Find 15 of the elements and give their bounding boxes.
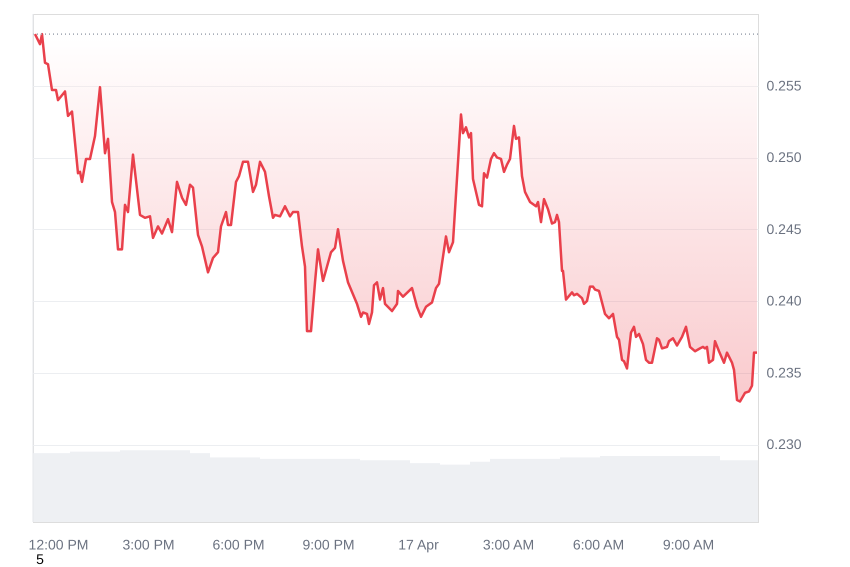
y-tick-label: 0.240 <box>766 292 802 309</box>
x-tick-label: 3:00 PM <box>122 536 175 552</box>
x-tick-label: 3:00 AM <box>482 536 534 552</box>
x-tick-label: 12:00 PM <box>28 536 88 552</box>
y-tick-label: 0.255 <box>766 77 802 94</box>
x-tick-label: 6:00 AM <box>572 536 624 552</box>
y-tick-label: 0.245 <box>766 220 802 237</box>
y-tick-label: 0.230 <box>766 436 802 452</box>
y-tick-label: 0.250 <box>766 149 802 166</box>
x-tick-label: 6:00 PM <box>212 536 265 552</box>
x-tick-label: 9:00 PM <box>302 536 355 552</box>
y-tick-label: 0.235 <box>766 364 802 380</box>
x-tick-label: 17 Apr <box>398 536 440 552</box>
x-tick-label: 9:00 AM <box>662 536 714 552</box>
text: 5 <box>36 551 44 567</box>
